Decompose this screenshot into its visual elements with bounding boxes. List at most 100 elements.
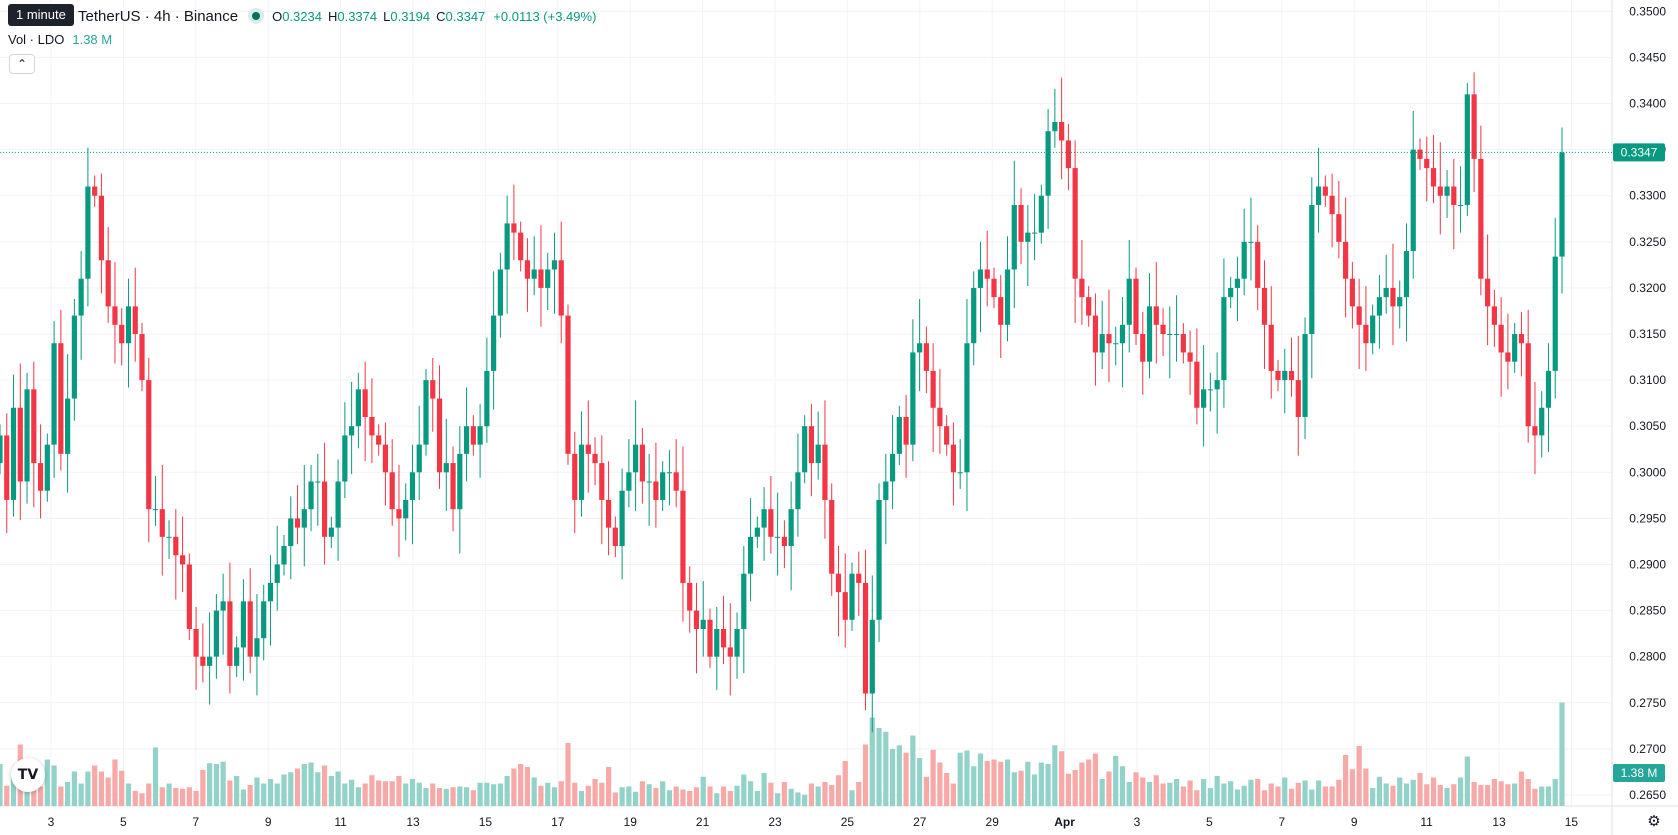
volume-bar xyxy=(775,793,781,806)
volume-bar xyxy=(1315,780,1322,806)
volume-bar xyxy=(977,753,984,806)
candle-body xyxy=(1106,334,1112,344)
candle-body xyxy=(605,499,612,528)
candle-body xyxy=(207,656,213,666)
volume-bar xyxy=(761,773,767,806)
candle-body xyxy=(1221,297,1227,381)
volume-bar xyxy=(294,768,301,806)
candle-body xyxy=(802,426,808,473)
candle-body xyxy=(139,334,145,381)
volume-bar xyxy=(1370,788,1376,806)
volume-bar xyxy=(1343,755,1349,806)
volume-bar xyxy=(1417,773,1423,806)
candle-body xyxy=(436,398,443,473)
volume-bar xyxy=(572,782,578,806)
volume-bar xyxy=(1295,782,1301,806)
volume-bar xyxy=(463,787,470,806)
candle-body xyxy=(788,509,794,547)
candle-body xyxy=(301,509,307,528)
candle-body xyxy=(768,509,774,537)
candle-body xyxy=(1376,297,1383,316)
volume-bar xyxy=(639,781,645,806)
volume-bar xyxy=(349,779,355,806)
candle-body xyxy=(646,481,652,483)
open-label: O xyxy=(272,8,283,24)
candle-body xyxy=(538,269,544,288)
candle-body xyxy=(1126,278,1132,325)
volume-bar xyxy=(971,766,977,806)
volume-bar xyxy=(1207,788,1213,806)
y-tick-label: 0.2850 xyxy=(1629,604,1666,618)
candle-body xyxy=(463,426,470,454)
candle-body xyxy=(1268,324,1274,371)
x-tick-label: 23 xyxy=(768,815,782,829)
candle-body xyxy=(396,509,402,519)
y-tick-label: 0.3050 xyxy=(1629,419,1666,433)
tradingview-logo[interactable]: TV xyxy=(11,758,45,792)
y-tick-label: 0.3450 xyxy=(1629,50,1666,64)
volume-bar xyxy=(1451,784,1457,806)
candle-body xyxy=(382,444,389,473)
x-tick-label: 9 xyxy=(1351,815,1358,829)
low-value: 0.3194 xyxy=(390,8,431,24)
volume-bar xyxy=(1268,783,1274,806)
volume-bar xyxy=(1018,770,1024,806)
candle-body xyxy=(491,315,497,371)
volume-bar xyxy=(720,786,727,806)
volume-bar xyxy=(37,786,44,806)
candle-body xyxy=(85,186,91,279)
volume-bar xyxy=(382,781,389,806)
volume-bar xyxy=(1126,782,1132,806)
volume-bar xyxy=(193,791,199,806)
candle-body xyxy=(335,481,341,528)
candle-body xyxy=(910,352,916,445)
volume-bar xyxy=(538,785,544,806)
candle-body xyxy=(991,278,997,298)
y-tick-label: 0.3000 xyxy=(1629,465,1666,479)
volume-bar xyxy=(1146,782,1153,806)
candle-body xyxy=(92,186,98,196)
candle-body xyxy=(1255,241,1261,288)
volume-bar xyxy=(991,759,997,806)
volume-bar xyxy=(477,782,483,806)
volume-bar xyxy=(1025,761,1031,806)
candle-body xyxy=(1539,407,1545,436)
symbol-title[interactable]: TetherUS · 4h · Binance xyxy=(78,7,239,25)
candle-body xyxy=(1559,152,1565,257)
candle-body xyxy=(585,444,591,454)
x-tick-label: 5 xyxy=(1206,815,1213,829)
volume-tag-label: 1.38 M xyxy=(1621,766,1658,780)
candle-body xyxy=(937,407,943,427)
volume-bar xyxy=(119,770,125,806)
volume-bar xyxy=(612,792,618,806)
volume-bar xyxy=(599,782,605,806)
volume-bar xyxy=(605,767,612,806)
candle-body xyxy=(551,260,558,270)
candle-body xyxy=(896,416,902,454)
volume-bar xyxy=(1045,764,1051,806)
volume-bar xyxy=(315,772,321,806)
market-status-icon[interactable] xyxy=(248,8,265,24)
volume-bar xyxy=(1322,786,1328,806)
volume-bar xyxy=(85,771,91,806)
candle-body xyxy=(240,601,247,648)
close-label: C xyxy=(436,8,446,24)
candle-body xyxy=(626,472,632,491)
candle-body xyxy=(1065,140,1071,169)
volume-bar xyxy=(58,786,64,806)
volume-legend-label[interactable]: Vol · LDO xyxy=(8,32,65,47)
volume-bar xyxy=(423,788,429,806)
volume-bar xyxy=(950,783,957,806)
chevron-up-icon[interactable]: ⌃ xyxy=(9,54,35,74)
volume-bar xyxy=(31,777,37,806)
volume-bar xyxy=(1437,785,1443,806)
volume-bar xyxy=(234,776,240,806)
candle-body xyxy=(923,343,929,371)
x-tick-label: 3 xyxy=(48,815,55,829)
candle-body xyxy=(227,601,233,666)
candle-body xyxy=(1457,204,1464,206)
volume-bar xyxy=(4,785,10,806)
gear-icon[interactable]: ⚙ xyxy=(1647,813,1661,830)
candle-body xyxy=(1329,195,1335,215)
